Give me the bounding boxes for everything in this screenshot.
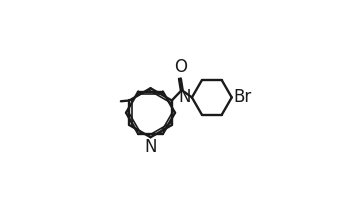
Text: O: O: [174, 58, 187, 76]
Text: N: N: [178, 88, 190, 106]
Text: Br: Br: [233, 88, 252, 106]
Text: N: N: [144, 138, 157, 156]
